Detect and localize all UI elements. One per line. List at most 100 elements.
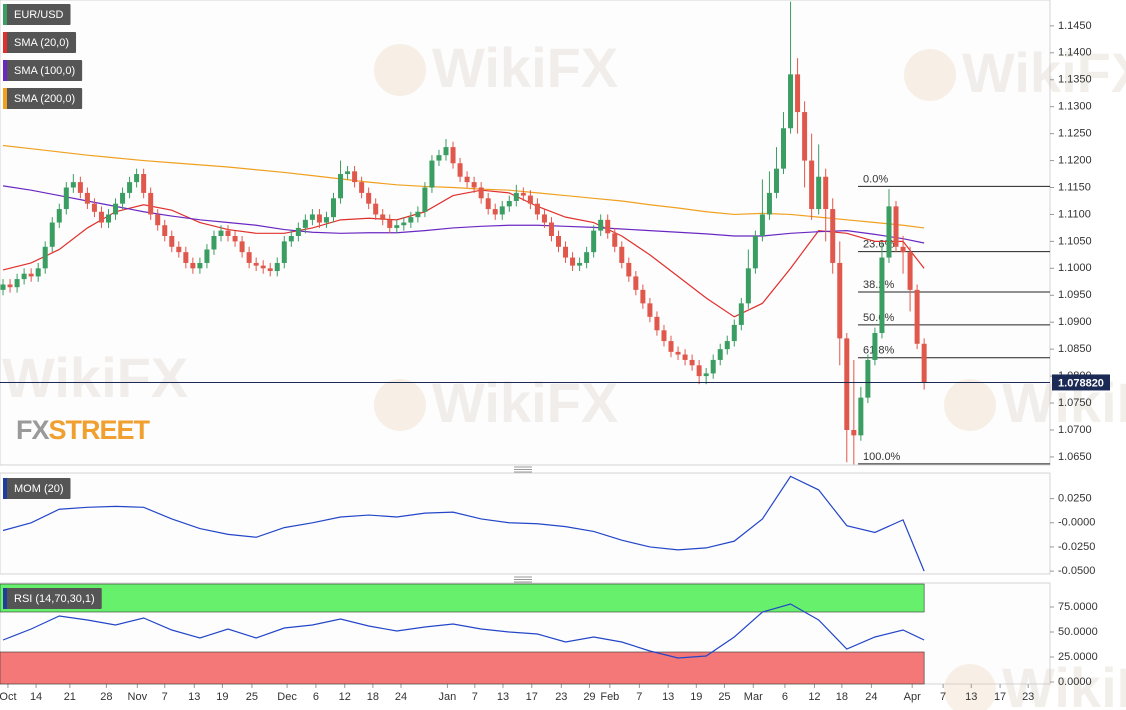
x-tick-label: Mar — [744, 691, 763, 703]
candle-body — [851, 429, 857, 436]
candle-body — [394, 225, 400, 228]
candle-body — [598, 219, 604, 231]
legend-swatch — [3, 32, 7, 53]
candle-body — [77, 182, 83, 193]
watermark-icon — [944, 664, 996, 710]
candle-body — [879, 257, 885, 333]
candle-body — [563, 246, 569, 258]
candle-body — [246, 252, 252, 263]
candle-body — [640, 289, 646, 304]
watermark: WikiFX — [432, 371, 618, 434]
legend-label: RSI (14,70,30,1) — [14, 593, 95, 605]
candle-body — [802, 112, 808, 161]
candle-body — [316, 214, 322, 223]
candle-body — [661, 330, 667, 342]
candle-body — [907, 252, 913, 290]
candle-body — [204, 249, 210, 263]
x-tick-label: Nov — [128, 691, 148, 703]
fib-label: 0.0% — [863, 173, 888, 185]
x-tick-label: Oct — [0, 691, 17, 703]
legend-box — [3, 478, 71, 499]
candle-body — [84, 192, 90, 204]
candle-body — [380, 214, 386, 220]
x-tick-label: 7 — [162, 691, 168, 703]
legend-label: SMA (200,0) — [14, 93, 75, 105]
y-tick-label: 1.1250 — [1058, 128, 1092, 140]
candle-body — [366, 192, 372, 204]
legend-swatch — [3, 60, 7, 81]
fib-label: 61.8% — [863, 345, 894, 357]
x-tick-label: 29 — [583, 691, 595, 703]
candle-body — [513, 192, 519, 201]
candle-body — [457, 163, 463, 177]
y-tick-label: 75.0000 — [1058, 601, 1098, 613]
legend-swatch — [3, 478, 7, 499]
candle-body — [900, 246, 906, 253]
candle-body — [781, 128, 787, 169]
legend-box — [3, 88, 83, 109]
y-tick-label: 1.0900 — [1058, 316, 1092, 328]
candle-body — [696, 365, 702, 377]
y-tick-label: 1.0850 — [1058, 343, 1092, 355]
candle-body — [837, 262, 843, 339]
candle-body — [373, 203, 379, 215]
y-tick-label: 0.0250 — [1058, 493, 1092, 505]
candle-body — [387, 219, 393, 228]
panel-divider[interactable] — [514, 576, 532, 583]
candle-body — [872, 332, 878, 360]
candle-body — [823, 176, 829, 210]
x-tick-label: 12 — [808, 691, 820, 703]
watermark: WikiFX — [432, 36, 618, 99]
x-tick-label: 17 — [994, 691, 1006, 703]
y-tick-label: 1.1050 — [1058, 235, 1092, 247]
candle-body — [176, 246, 182, 253]
candle-body — [914, 289, 920, 344]
x-tick-label: 28 — [100, 691, 112, 703]
legend-label: SMA (100,0) — [14, 65, 75, 77]
candle-body — [330, 198, 336, 218]
candle-body — [886, 206, 892, 258]
candle-body — [921, 343, 927, 383]
candle-body — [675, 351, 681, 355]
panel-divider[interactable] — [514, 466, 532, 473]
candle-body — [352, 171, 358, 183]
y-tick-label: -0.0250 — [1058, 541, 1095, 553]
y-tick-label: 1.1150 — [1058, 181, 1091, 193]
candle-body — [162, 225, 168, 237]
candle-body — [809, 160, 815, 210]
candle-body — [450, 147, 456, 164]
candle-body — [570, 257, 576, 266]
candle-body — [745, 268, 751, 304]
candle-body — [485, 198, 491, 210]
watermarks: WikiFXWikiFXWikiFXWikiFXWikiFXWikiFX — [2, 36, 1126, 710]
x-tick-label: Dec — [277, 691, 297, 703]
y-tick-label: -0.0500 — [1058, 565, 1095, 577]
candle-body — [415, 211, 421, 218]
candle-body — [773, 168, 779, 193]
candle-body — [267, 268, 273, 272]
legend-swatch — [3, 88, 7, 109]
y-tick-label: 1.1400 — [1058, 47, 1092, 59]
x-tick-label: Feb — [600, 691, 619, 703]
watermark-icon — [374, 44, 426, 96]
last-price-box — [1052, 374, 1110, 391]
candle-body — [738, 303, 744, 325]
candle-body — [626, 262, 632, 277]
x-tick-label: 13 — [497, 691, 509, 703]
candle-body — [183, 252, 189, 263]
watermark-icon — [944, 379, 996, 431]
legend-label: MOM (20) — [14, 483, 64, 495]
x-tick-label: 24 — [395, 691, 407, 703]
candle-body — [647, 303, 653, 317]
candle-body — [429, 160, 435, 188]
x-tick-label: 18 — [836, 691, 848, 703]
candle-body — [668, 341, 674, 352]
candle-body — [422, 187, 428, 212]
candle-body — [506, 200, 512, 207]
x-tick-label: 7 — [940, 691, 946, 703]
candle-body — [190, 262, 196, 269]
candle-body — [752, 236, 758, 269]
candle-body — [345, 171, 351, 175]
legend-label: EUR/USD — [14, 9, 64, 21]
